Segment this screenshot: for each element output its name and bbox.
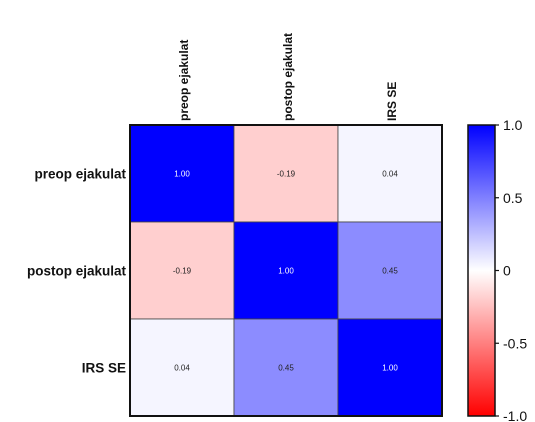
heatmap-cell	[233, 221, 339, 320]
row-label: IRS SE	[82, 361, 126, 376]
cell-value-label: 1.00	[278, 267, 294, 276]
heatmap-cell	[233, 318, 339, 417]
colorbar	[467, 124, 496, 417]
cell-value-label: 0.04	[382, 170, 398, 179]
heatmap-cell	[129, 221, 235, 320]
column-label: IRS SE	[385, 82, 399, 121]
row-labels: preop ejakulat postop ejakulat IRS SE	[27, 167, 127, 376]
heatmap-cell	[129, 124, 235, 223]
row-label: postop ejakulat	[27, 264, 127, 279]
colorbar-ticks: 1.0 0.5 0 -0.5 -1.0	[495, 117, 527, 422]
cell-value-label: 1.00	[382, 364, 398, 373]
cell-value-label: -0.19	[277, 170, 296, 179]
column-label: preop ejakulat	[177, 40, 191, 121]
row-label: preop ejakulat	[34, 167, 126, 182]
cell-value-label: 1.00	[174, 170, 190, 179]
cell-value-label: 0.45	[278, 364, 294, 373]
cell-value-label: 0.45	[382, 267, 398, 276]
heatmap-cell	[233, 124, 339, 223]
colorbar-tick-label: 1.0	[503, 117, 523, 133]
colorbar-tick-label: -0.5	[503, 335, 527, 351]
cell-value-label: -0.19	[173, 267, 192, 276]
column-labels: preop ejakulat postop ejakulat IRS SE	[177, 33, 399, 121]
heatmap-frame	[129, 124, 443, 417]
heatmap-cell	[337, 221, 443, 320]
colorbar-tick-label: -1.0	[503, 408, 527, 422]
heatmap-cells: 1.00 -0.19 0.04 -0.19 1.00 0.45 0.04 0.45 1.00	[129, 124, 443, 417]
colorbar-tick-label: 0	[503, 263, 511, 279]
colorbar-tick-label: 0.5	[503, 190, 523, 206]
column-label: postop ejakulat	[281, 33, 295, 121]
cell-value-label: 0.04	[174, 364, 190, 373]
